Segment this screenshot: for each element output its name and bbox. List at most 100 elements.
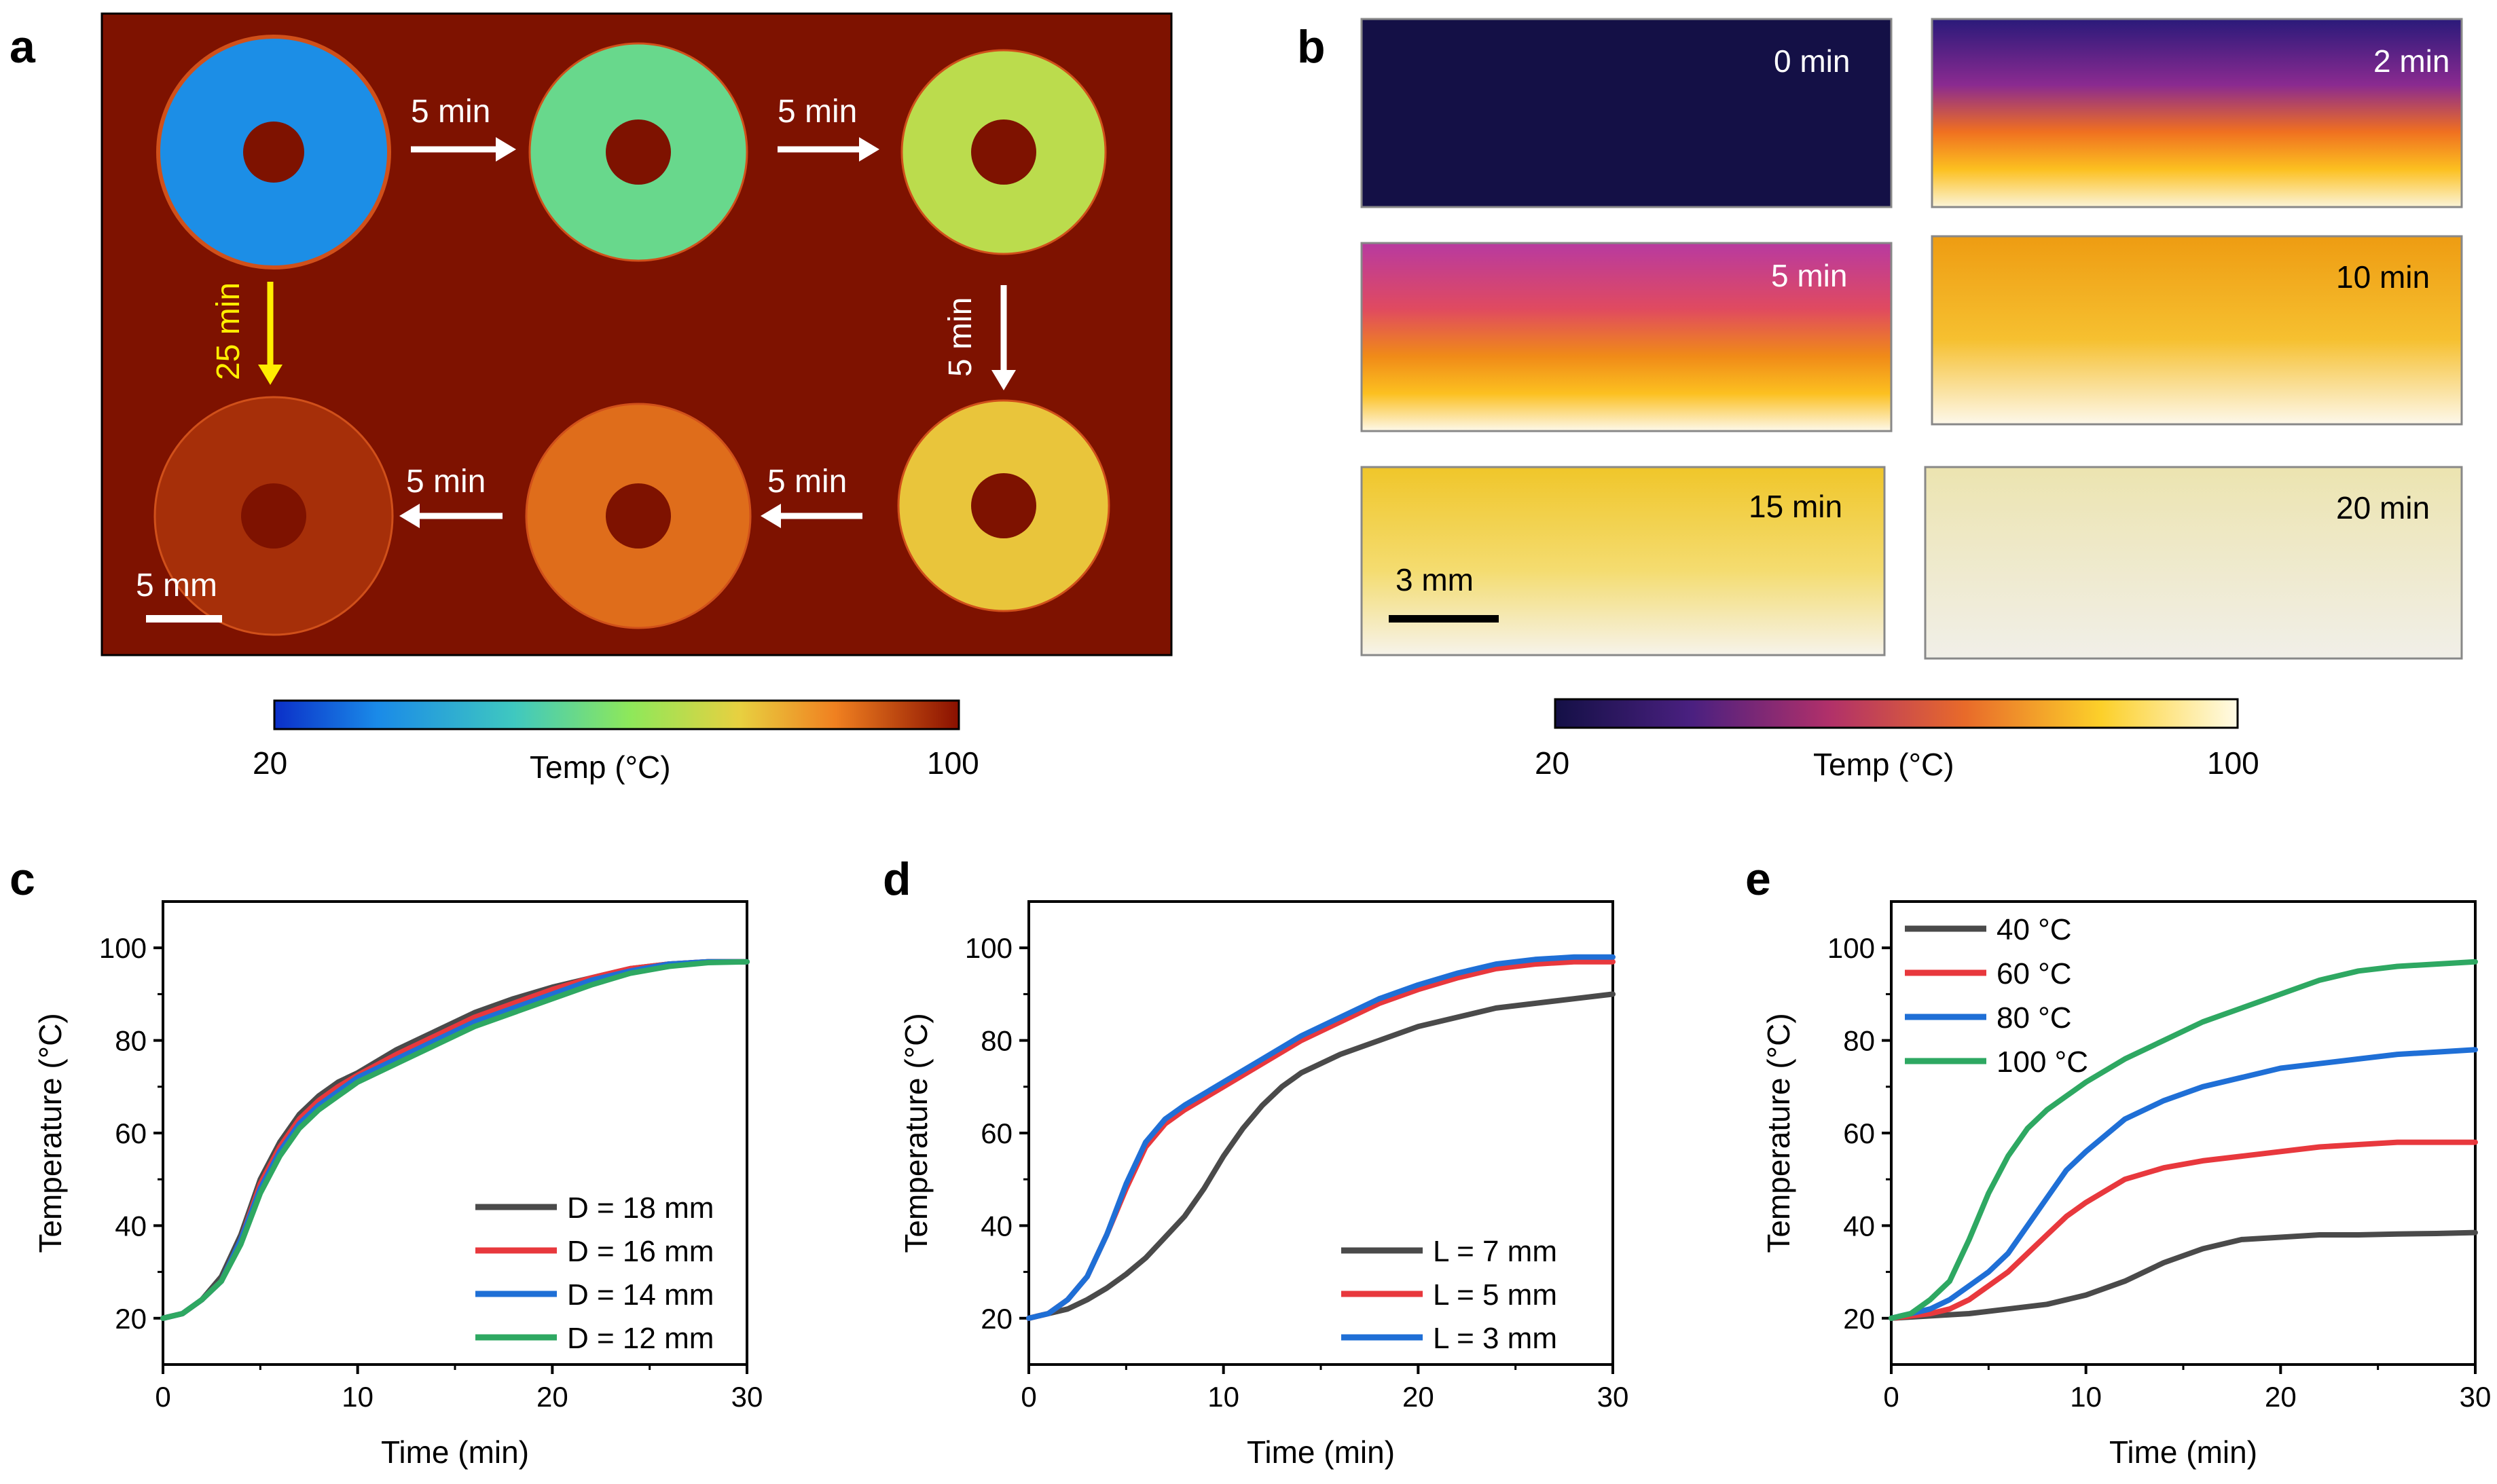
x-tick-label: 10 [1207,1381,1239,1413]
panel-letter-c: c [10,853,35,905]
panel-letter-e: e [1745,853,1771,905]
legend-item: L = 7 mm [1341,1235,1557,1268]
panel-letter-a: a [10,21,36,73]
legend-label: L = 5 mm [1433,1278,1557,1312]
y-tick-label: 60 [1843,1117,1875,1149]
legend-item: 100 °C [1905,1045,2088,1079]
ring-5 [525,403,752,629]
arrow-2: 5 min [778,94,879,162]
y-tick-label: 40 [981,1210,1013,1242]
colorbar-b [1554,698,2239,729]
ring-4 [897,399,1110,612]
chart-e: e 0 10 20 30 20 40 60 80 100 Time (min) Temperature… [1745,853,2491,1470]
x-tick-label: 20 [2265,1381,2297,1413]
colorbar-a-max: 100 [927,745,979,781]
ring-6 [153,396,394,636]
y-tick-label: 80 [1843,1025,1875,1057]
x-tick-label: 30 [1597,1381,1629,1413]
frame-5min-label: 5 min [1771,258,1847,293]
chart-d: d 0 10 20 30 20 40 60 80 100 Time (min) Temperature… [883,853,1628,1470]
panel-b: b 0 min 2 min 5 min 10 min 15 min 20 min… [1297,18,2463,782]
series-line-3 [1026,954,1616,1321]
legend-label: 100 °C [1997,1045,2088,1079]
x-tick-label: 10 [342,1381,373,1413]
ring-hole [606,483,671,549]
arrow-1-label: 5 min [411,94,490,130]
arrow-5-label: 5 min [406,464,486,500]
scale-bar-a [146,615,222,623]
legend-item: D = 16 mm [475,1235,714,1268]
arrow-2-label: 5 min [778,94,857,130]
frame-0min-label: 0 min [1774,43,1850,79]
colorbar-b-title: Temp (°C) [1813,747,1954,782]
legend-item: 60 °C [1905,957,2072,990]
series-line-3 [1889,1047,2478,1321]
legend-label: D = 12 mm [567,1322,714,1355]
frame-20min-label: 20 min [2336,490,2430,525]
legend-label: 80 °C [1997,1001,2072,1035]
frame-5min [1360,242,1893,432]
legend-label: 40 °C [1997,913,2072,946]
x-axis-title: Time (min) [381,1434,529,1470]
legend-item: D = 12 mm [475,1322,714,1355]
colorbar-b-max: 100 [2207,745,2259,781]
legend-item: 80 °C [1905,1001,2072,1035]
y-tick-label: 60 [115,1117,147,1149]
y-axis-title: Temperature (°C) [898,1013,934,1253]
y-tick-label: 80 [981,1025,1013,1057]
legend-item: D = 18 mm [475,1191,714,1225]
frame-15min [1360,466,1886,656]
legend-label: D = 16 mm [567,1235,714,1268]
frame-2min [1931,18,2463,208]
legend-label: L = 7 mm [1433,1235,1557,1268]
colorbar-b-min: 20 [1535,745,1569,781]
x-axis-title: Time (min) [2109,1434,2257,1470]
panel-letter-d: d [883,853,911,905]
legend-label: L = 3 mm [1433,1322,1557,1355]
x-axis-title: Time (min) [1247,1434,1395,1470]
legend-label: 60 °C [1997,957,2072,990]
y-tick-label: 20 [1843,1303,1875,1335]
scale-bar-b [1389,615,1499,623]
x-tick-label: 0 [155,1381,170,1413]
arrow-3-down: 5 min [943,285,1016,390]
series-line-4 [1889,959,2478,1321]
frame-10min [1931,235,2463,426]
legend-label: D = 14 mm [567,1278,714,1312]
legend-item: L = 5 mm [1341,1278,1557,1312]
legend-item: L = 3 mm [1341,1322,1557,1355]
legend-item: 40 °C [1905,913,2072,946]
y-tick-label: 20 [981,1303,1013,1335]
y-tick-label: 100 [965,932,1013,964]
x-tick-label: 10 [2070,1381,2102,1413]
x-tick-label: 20 [1402,1381,1434,1413]
y-tick-label: 80 [115,1025,147,1057]
y-tick-label: 60 [981,1117,1013,1149]
arrow-1: 5 min [411,94,516,162]
colorbar-a [273,699,960,730]
arrow-3-label: 5 min [943,297,979,377]
legend-item: D = 14 mm [475,1278,714,1312]
y-tick-label: 40 [115,1210,147,1242]
frame-10min-label: 10 min [2336,259,2430,295]
ring-hole [971,119,1036,185]
arrow-5: 5 min [399,464,503,528]
ring-3 [900,49,1107,255]
frame-2min-label: 2 min [2373,43,2449,79]
x-tick-label: 30 [731,1381,763,1413]
ring-2 [528,42,748,262]
y-tick-label: 100 [99,932,147,964]
arrow-4-label: 5 min [767,464,847,500]
scale-bar-b-label: 3 mm [1396,562,1474,597]
chart-c: c 0 10 20 30 20 40 60 80 100 Time (min) Temperature… [10,853,763,1470]
y-axis-title: Temperature (°C) [33,1013,68,1253]
y-tick-label: 40 [1843,1210,1875,1242]
x-tick-label: 0 [1883,1381,1899,1413]
ring-1 [156,35,391,270]
colorbar-a-min: 20 [253,745,287,781]
series-line-1 [1889,1229,2478,1321]
legend-label: D = 18 mm [567,1191,714,1225]
series-line-2 [1889,1139,2478,1321]
arrow-4: 5 min [761,464,862,528]
